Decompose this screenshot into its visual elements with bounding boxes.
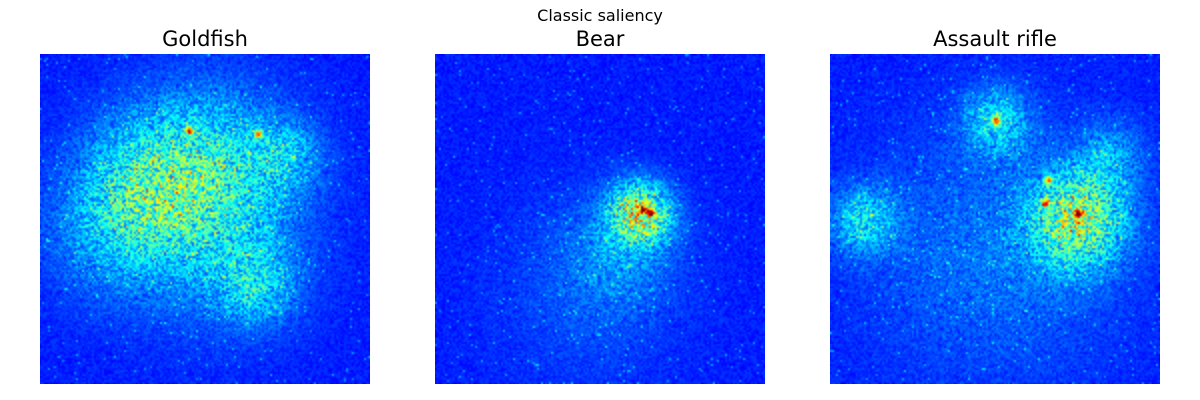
saliency-heatmap — [40, 54, 370, 384]
panel-title: Goldfish — [162, 27, 248, 51]
saliency-heatmap — [435, 54, 765, 384]
panel-goldfish: Goldfish — [40, 26, 370, 384]
panel-bear: Bear — [435, 26, 765, 384]
panel-assault-rifle: Assault rifle — [830, 26, 1160, 384]
panel-title: Assault rifle — [933, 27, 1057, 51]
panel-title: Bear — [575, 27, 625, 51]
saliency-heatmap — [830, 54, 1160, 384]
figure-title: Classic saliency — [537, 6, 663, 25]
